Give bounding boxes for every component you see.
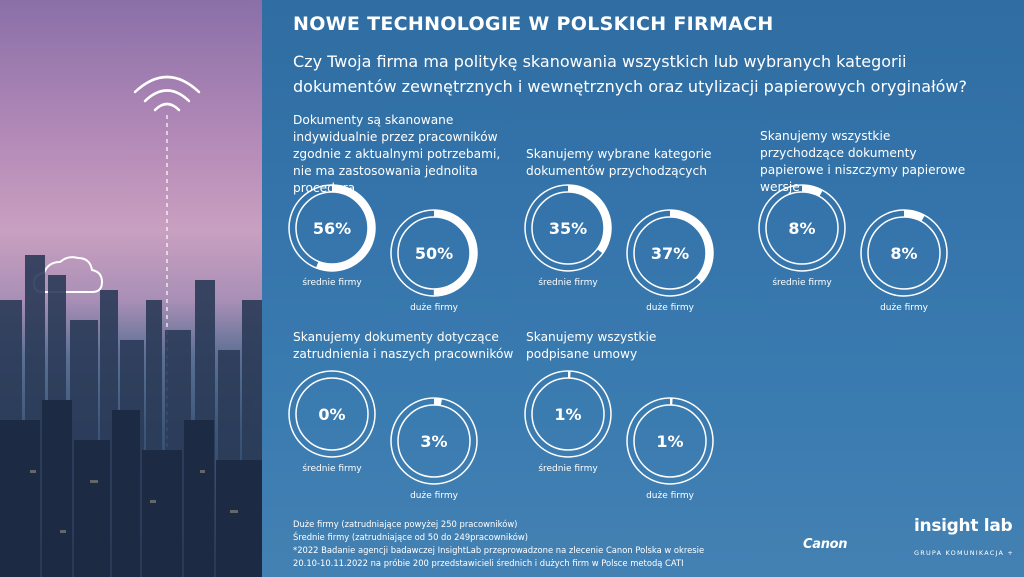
donut-value-arc — [759, 185, 845, 271]
caption-medium: średnie firmy — [302, 278, 362, 288]
caption-large: duże firmy — [880, 303, 928, 313]
donut-value-label: 0% — [318, 404, 346, 424]
donut-value-label: 1% — [656, 431, 684, 451]
footnote-sample: 20.10-10.11.2022 na próbie 200 przedstaw… — [293, 558, 684, 568]
donut-value-label: 50% — [414, 243, 454, 263]
donut-value-arc — [627, 398, 713, 484]
caption-medium: średnie firmy — [538, 278, 598, 288]
donut-value-label: 8% — [890, 243, 918, 263]
donut-value-label: 8% — [788, 218, 816, 238]
donut-value-label: 35% — [548, 218, 588, 238]
insight-lab-logo: insight lab — [914, 516, 1013, 536]
question-label-4: Skanujemy dokumenty dotyczące zatrudnien… — [293, 330, 514, 361]
footnote-medium: Średnie firmy (zatrudniające od 50 do 24… — [293, 532, 529, 542]
footnote-large: Duże firmy (zatrudniające powyżej 250 pr… — [293, 519, 518, 529]
donut-value-arc — [289, 185, 375, 271]
caption-medium: średnie firmy — [538, 464, 598, 474]
question-label-5: Skanujemy wszystkie podpisane umowy — [526, 330, 657, 361]
donut-inner-track — [397, 404, 471, 478]
city-skyline-image — [0, 75, 262, 577]
donut-value-arc — [861, 210, 947, 296]
wifi-icon — [133, 75, 201, 112]
donut-chart: 8% — [757, 183, 847, 273]
survey-question: Czy Twoja firma ma politykę skanowania w… — [293, 52, 967, 96]
donut-value-label: 3% — [420, 431, 448, 451]
donut-chart: 3% — [389, 396, 479, 486]
donut-value-label: 37% — [650, 243, 690, 263]
donut-chart: 8% — [859, 208, 949, 298]
donut-value-arc — [391, 398, 477, 484]
footnotes: Duże firmy (zatrudniające powyżej 250 pr… — [293, 518, 704, 570]
caption-large: duże firmy — [410, 491, 458, 501]
page-title: NOWE TECHNOLOGIE W POLSKICH FIRMACH — [293, 13, 774, 35]
donut-value-arc — [391, 210, 477, 296]
caption-large: duże firmy — [646, 491, 694, 501]
caption-medium: średnie firmy — [302, 464, 362, 474]
donut-chart: 1% — [625, 396, 715, 486]
donut-value-label: 56% — [312, 218, 352, 238]
donut-track — [288, 370, 376, 458]
donut-chart: 0% — [287, 369, 377, 459]
donut-value-label: 1% — [554, 404, 582, 424]
donut-chart: 50% — [389, 208, 479, 298]
caption-medium: średnie firmy — [772, 278, 832, 288]
donut-value-arc — [627, 210, 713, 296]
donut-chart: 37% — [625, 208, 715, 298]
city-photo — [0, 0, 262, 577]
question-label-2: Skanujemy wybrane kategorie dokumentów p… — [526, 147, 712, 178]
question-label-1: Dokumenty są skanowane indywidualnie prz… — [293, 113, 501, 195]
group-logo-text: GRUPA KOMUNIKACJA + — [914, 549, 1015, 557]
donut-inner-track — [295, 377, 369, 451]
donut-chart: 1% — [523, 369, 613, 459]
canon-logo: Canon — [803, 537, 848, 552]
caption-large: duże firmy — [646, 303, 694, 313]
donut-value-arc — [525, 185, 611, 271]
donut-value-arc — [525, 371, 611, 457]
footnote-study: *2022 Badanie agencji badawczej InsightL… — [293, 545, 705, 555]
question-label-3: Skanujemy wszystkie przychodzące dokumen… — [760, 129, 966, 194]
caption-large: duże firmy — [410, 303, 458, 313]
donut-chart: 56% — [287, 183, 377, 273]
donut-chart: 35% — [523, 183, 613, 273]
